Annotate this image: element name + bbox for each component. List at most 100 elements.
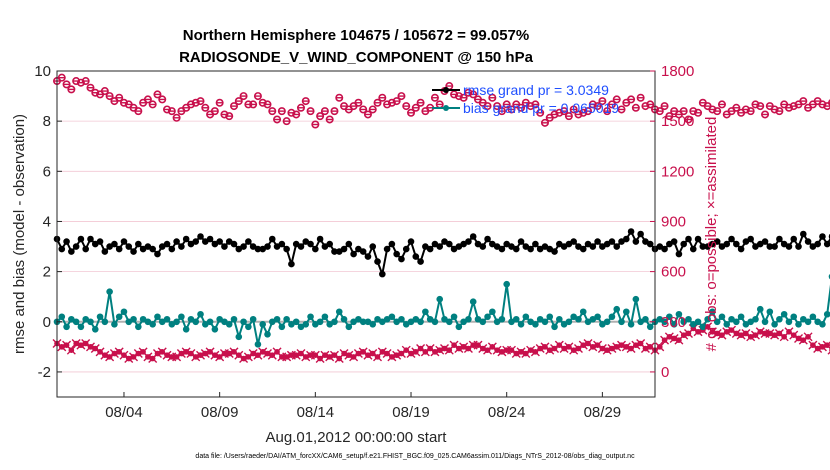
assimilated-obs-x2 <box>516 347 526 357</box>
bias-data-point <box>756 305 764 313</box>
possible-obs-point <box>569 105 578 114</box>
bias-data-point <box>87 318 94 326</box>
x-tick-label-2: 08/14 <box>297 404 335 421</box>
rmse-data-point <box>685 235 692 243</box>
possible-obs-point <box>607 100 616 109</box>
rmse-data-point <box>675 250 683 258</box>
x-tick-label-4: 08/24 <box>488 404 526 421</box>
possible-obs-point <box>411 103 420 112</box>
assimilated-obs-x2 <box>157 347 167 357</box>
assimilated-obs-x2 <box>425 344 435 354</box>
assimilated-obs-x2 <box>143 352 153 362</box>
assimilated-obs-x2 <box>645 342 655 352</box>
rmse-data-point <box>579 245 587 253</box>
possible-obs-point <box>325 115 334 124</box>
rmse-data-point <box>192 238 200 245</box>
chart-subtitle: RADIOSONDE_V_WIND_COMPONENT @ 150 hPa <box>179 49 534 66</box>
rmse-data-point <box>388 240 396 248</box>
rmse-data-point <box>383 245 391 253</box>
rmse-data-point <box>379 270 386 278</box>
bias-data-point <box>206 318 214 326</box>
possible-obs-point <box>387 98 396 107</box>
assimilated-obs-x2 <box>181 347 191 357</box>
possible-obs-point <box>407 108 416 117</box>
possible-obs-point <box>105 92 114 101</box>
rmse-data-point <box>163 240 171 248</box>
rmse-data-point <box>398 255 405 263</box>
bias-data-point <box>498 315 506 323</box>
rmse-data-point <box>771 243 778 250</box>
bias-data-point <box>120 308 128 316</box>
bias-data-point <box>245 323 252 331</box>
left-axis: 10 8 6 4 2 0 -2 <box>34 63 62 381</box>
bias-data-point <box>101 318 109 326</box>
bias-data-point <box>522 313 530 321</box>
rmse-data-point <box>58 245 66 253</box>
assimilated-obs-x2 <box>382 349 392 359</box>
bias-data-point <box>225 320 233 328</box>
rmse-data-point <box>68 248 75 255</box>
possible-obs-point <box>636 93 645 102</box>
possible-obs-point <box>828 99 830 107</box>
x-tick-label-1: 08/09 <box>201 404 239 421</box>
bias-data-point <box>77 323 85 331</box>
possible-obs-point <box>167 107 176 116</box>
rmse-data-point <box>307 240 314 248</box>
bias-data-point <box>785 318 793 326</box>
assimilated-obs-x2 <box>459 342 469 352</box>
rmse-data-point <box>479 243 487 250</box>
assimilated-obs-x2 <box>205 347 215 357</box>
bias-data-point <box>489 308 496 316</box>
bias-data-point <box>642 315 649 323</box>
possible-obs-point <box>799 97 808 106</box>
rmse-data-point <box>393 250 400 258</box>
bias-data-point <box>173 318 180 326</box>
assimilated-obs-x2 <box>62 340 72 350</box>
x-axis: 08/04 08/09 08/14 08/19 08/24 08/29 <box>105 392 621 421</box>
legend-rmse-label: rmse grand pr = 3.0349 <box>463 82 609 98</box>
bias-data-point <box>278 323 286 331</box>
possible-obs-point <box>732 103 741 112</box>
possible-obs-point <box>746 107 755 116</box>
bias-data-point <box>517 320 525 328</box>
possible-obs-point <box>531 100 540 109</box>
bias-data-point <box>752 315 759 323</box>
rmse-data-point <box>733 240 740 248</box>
rmse-data-point <box>345 240 353 248</box>
rmse-points <box>53 228 830 278</box>
bias-data-point <box>795 320 802 328</box>
rmse-data-point <box>613 243 621 250</box>
possible-obs-point <box>430 93 439 102</box>
rmse-data-point <box>680 240 688 248</box>
rmse-data-point <box>823 240 830 248</box>
possible-obs-point <box>708 105 717 114</box>
possible-obs-point <box>450 90 459 99</box>
bias-data-point <box>699 323 707 331</box>
possible-obs-point <box>230 102 239 111</box>
bias-data-point <box>345 323 353 331</box>
rmse-data-point <box>589 243 597 250</box>
bias-data-point <box>72 318 80 326</box>
possible-obs-point <box>225 112 234 121</box>
bias-data-point <box>465 315 472 323</box>
assimilated-obs-x2 <box>707 327 717 337</box>
y-tick-label-3: 4 <box>43 213 51 230</box>
bias-data-point <box>694 318 702 326</box>
possible-obs-point <box>239 92 248 101</box>
assimilated-obs-x2 <box>339 349 349 359</box>
possible-obs-point <box>86 83 95 92</box>
bias-data-point <box>603 318 611 326</box>
rmse-data-point <box>87 235 94 243</box>
bias-data-point <box>484 313 491 321</box>
series-layer <box>52 73 830 364</box>
rmse-data-point <box>661 245 668 253</box>
legend-bias-label: bias grand pr = 0.065019 <box>463 100 619 116</box>
possible-obs-point <box>277 107 286 116</box>
right-axis: 1800 1500 1200 900 600 300 0 <box>650 63 694 381</box>
y-right-tick-label-0: 1800 <box>661 63 694 80</box>
x-axis-label: Aug.01,2012 00:00:00 start <box>266 429 448 446</box>
rmse-data-point <box>168 245 176 253</box>
y-tick-label-5: 0 <box>43 314 51 331</box>
x-tick-label-3: 08/19 <box>392 404 430 421</box>
possible-obs-point <box>359 105 368 114</box>
